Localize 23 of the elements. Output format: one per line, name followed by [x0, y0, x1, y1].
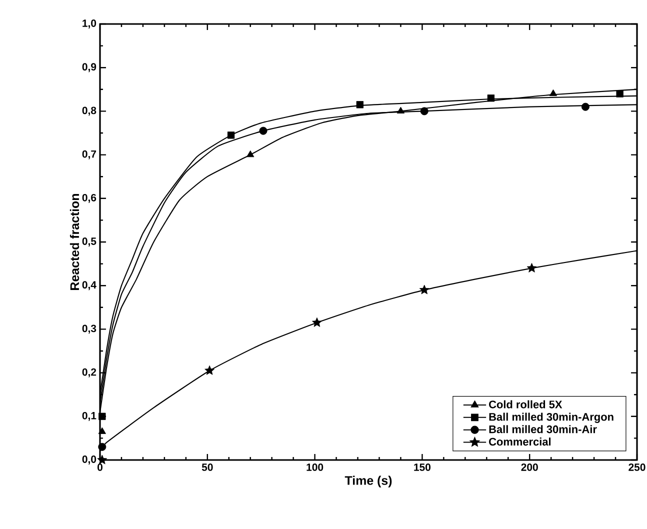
x-tick-label: 0	[98, 464, 102, 471]
y-tick-label: 0,2	[82, 368, 96, 378]
x-tick-label: 250	[628, 464, 646, 471]
y-tick-label: 0,6	[82, 194, 96, 203]
legend-label: Cold rolled 5X	[489, 400, 562, 408]
y-tick-label: 0,9	[82, 63, 96, 72]
x-tick-label: 50	[202, 464, 213, 471]
y-tick-label: 0,1	[82, 412, 96, 421]
y-tick-label: 0,8	[82, 106, 96, 116]
y-tick-label: 0,0	[82, 456, 96, 464]
y-tick-label: 0,7	[82, 150, 96, 160]
legend-label: Ball milled 30min-Air	[489, 425, 597, 434]
y-tick-label: 0,5	[82, 238, 96, 246]
x-tick-label: 150	[414, 464, 430, 471]
y-tick-label: 1,0	[82, 20, 96, 28]
legend-label: Commercial	[489, 438, 551, 446]
x-tick-label: 100	[306, 464, 324, 471]
y-axis-title: Reacted fraction	[70, 194, 80, 290]
legend-label: Ball milled 30min-Argon	[489, 412, 614, 423]
x-tick-label: 200	[521, 464, 538, 471]
y-tick-label: 0,4	[82, 281, 96, 290]
x-axis-title: Time (s)	[344, 476, 392, 488]
y-tick-label: 0,3	[82, 324, 96, 334]
